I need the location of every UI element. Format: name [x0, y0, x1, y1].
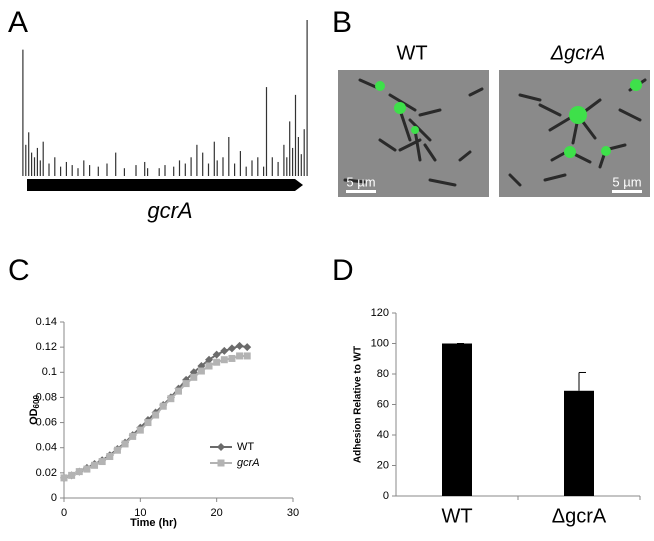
y-tick-label: 0.12 — [36, 341, 57, 353]
y-tick-label: 0.06 — [36, 416, 57, 428]
data-point — [220, 356, 228, 364]
panel-label: A — [8, 6, 28, 39]
data-point — [190, 373, 198, 381]
y-tick-label: 0.02 — [36, 467, 57, 479]
y-tick-label: 40 — [377, 429, 389, 441]
x-tick-label: 10 — [134, 507, 146, 519]
data-point — [227, 344, 236, 353]
panel-label: C — [8, 254, 30, 287]
y-tick-label: 0.14 — [36, 316, 57, 328]
data-point — [243, 343, 252, 352]
y-axis-label: OD600 — [28, 395, 41, 425]
legend-marker — [217, 459, 225, 467]
gene-arrow — [27, 179, 303, 191]
data-point — [182, 380, 190, 388]
y-tick-label: 20 — [377, 459, 389, 471]
panel-label: D — [332, 254, 354, 287]
data-point — [98, 458, 106, 466]
x-tick-label: 20 — [211, 507, 223, 519]
data-point — [83, 465, 91, 473]
y-tick-label: 80 — [377, 368, 389, 380]
bar — [442, 343, 472, 496]
micrograph — [338, 70, 650, 197]
data-point — [129, 432, 137, 440]
x-tick-label: 0 — [61, 507, 67, 519]
data-point — [175, 387, 182, 395]
legend-label: WT — [237, 441, 254, 453]
scale-bar-label: 5 µm — [346, 174, 375, 189]
y-tick-label: 0.04 — [36, 442, 57, 454]
x-tick-label: WT — [441, 505, 472, 527]
x-tick-label: 30 — [287, 507, 299, 519]
y-tick-label: 120 — [371, 307, 389, 319]
data-point — [220, 346, 229, 355]
y-axis-label-main: OD — [28, 408, 40, 425]
y-tick-label: 0 — [383, 490, 389, 502]
y-axis-label-sub: 600 — [32, 395, 41, 409]
y-tick-label: 100 — [371, 337, 389, 349]
legend-marker — [217, 443, 225, 451]
data-point — [159, 402, 167, 410]
y-axis-label: Adhesion Relative to WT — [353, 346, 364, 463]
image-label: WT — [396, 42, 427, 64]
x-tick-label: ΔgcrA — [552, 505, 607, 527]
data-point — [60, 474, 68, 482]
bar — [564, 390, 594, 496]
data-point — [213, 358, 221, 366]
data-point — [106, 453, 114, 461]
x-axis-label: Time (hr) — [130, 517, 177, 529]
legend-label: gcrA — [237, 457, 260, 469]
data-point — [197, 367, 205, 375]
y-tick-label: 60 — [377, 398, 389, 410]
data-point — [228, 354, 236, 362]
data-point — [212, 350, 221, 359]
data-point — [243, 352, 251, 360]
data-point — [205, 355, 214, 364]
data-point — [236, 352, 244, 360]
y-tick-label: 0.08 — [36, 391, 57, 403]
data-point — [144, 419, 152, 427]
data-point — [205, 362, 213, 370]
data-point — [113, 446, 121, 454]
data-point — [152, 411, 160, 419]
data-point — [167, 395, 175, 403]
image-label: ΔgcrA — [550, 42, 606, 64]
data-point — [121, 440, 129, 448]
scale-bar-label: 5 µm — [612, 174, 641, 189]
y-tick-label: 0.1 — [42, 366, 57, 378]
data-point — [75, 468, 83, 476]
gene-label: gcrA — [147, 198, 192, 223]
data-point — [91, 461, 99, 469]
data-point — [68, 471, 76, 479]
data-point — [235, 341, 244, 350]
panel-label: B — [332, 6, 352, 39]
y-tick-label: 0 — [51, 492, 57, 504]
data-point — [136, 426, 144, 434]
